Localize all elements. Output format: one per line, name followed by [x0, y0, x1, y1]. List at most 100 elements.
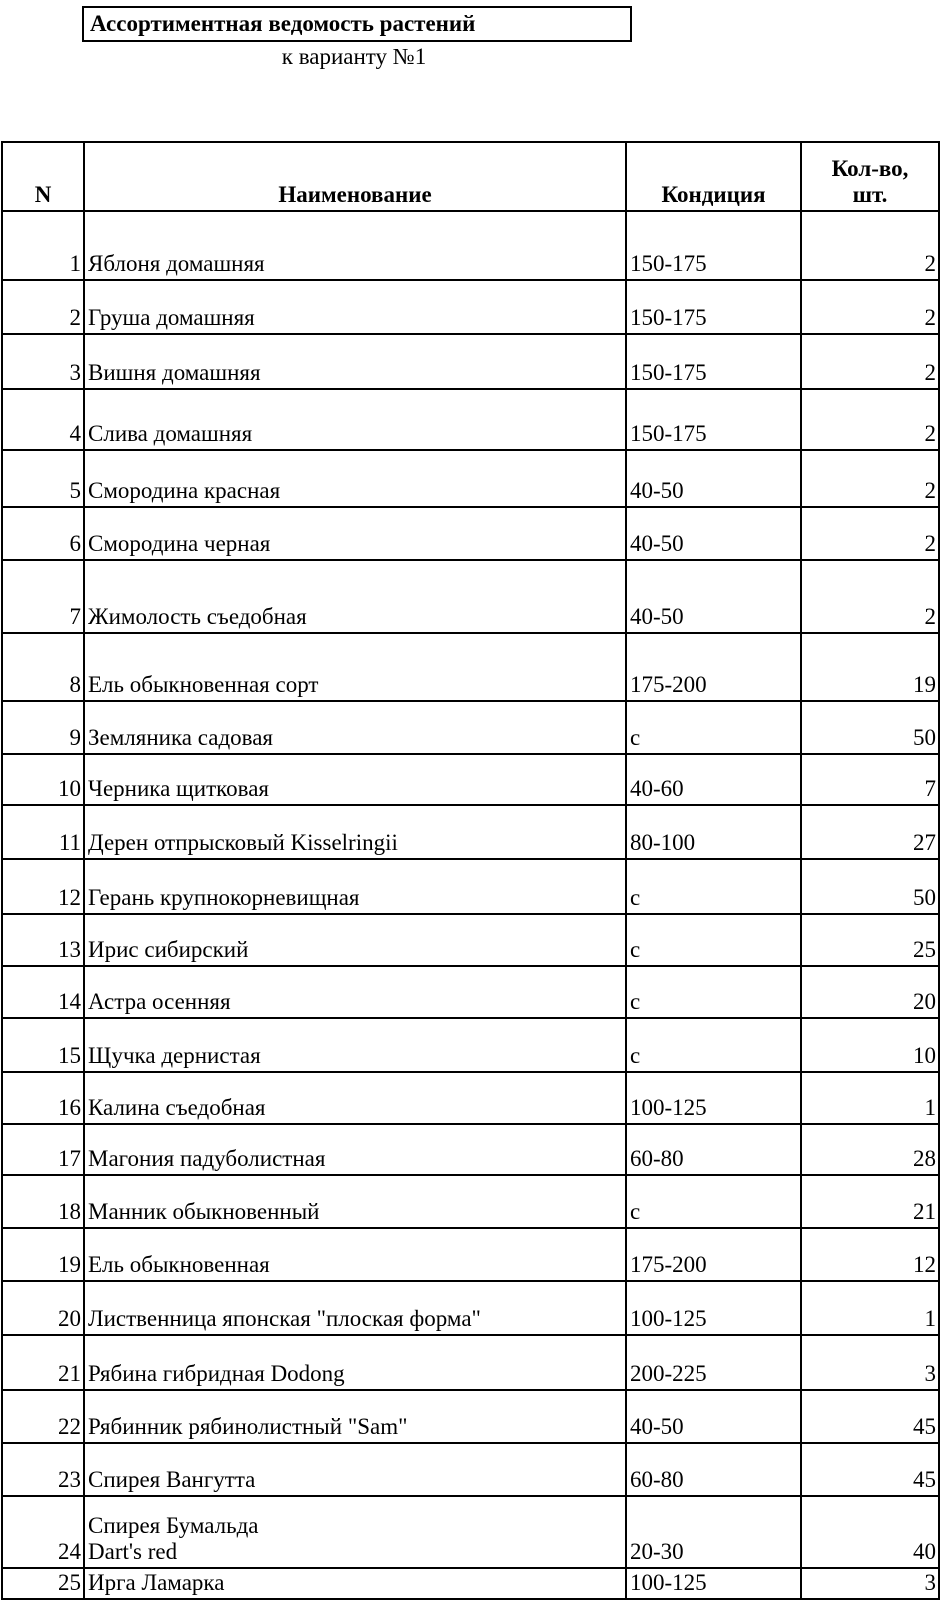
plant-assortment-table: N Наименование Кондиция Кол-во, шт. 1 Ябло… [1, 141, 940, 1600]
plant-name-text: Слива домашняя [88, 421, 253, 446]
plant-condition: 40-50 [625, 506, 802, 561]
row-number: 11 [1, 804, 85, 860]
table-row: 17 Магония падуболистная 60-80 28 [1, 1123, 940, 1176]
plant-condition: 40-50 [625, 449, 802, 508]
plant-name-text: Ель обыкновенная [88, 1252, 270, 1277]
row-number: 6 [1, 506, 85, 561]
plant-condition: 175-200 [625, 632, 802, 702]
plant-condition: с [625, 858, 802, 915]
plant-condition: 40-60 [625, 753, 802, 806]
table-row: 18 Манник обыкновенный с 21 [1, 1174, 940, 1229]
plant-quantity: 2 [800, 506, 940, 561]
row-number: 18 [1, 1174, 85, 1229]
plant-name-text: Яблоня домашняя [88, 251, 265, 276]
plant-name: Щучка дернистая [83, 1017, 627, 1073]
plant-condition: с [625, 1174, 802, 1229]
plant-condition: 100-125 [625, 1071, 802, 1125]
plant-name: Слива домашняя [83, 388, 627, 451]
plant-quantity: 2 [800, 449, 940, 508]
plant-name-text: Калина съедобная [88, 1095, 266, 1120]
plant-name: Ель обыкновенная сорт [83, 632, 627, 702]
row-number: 21 [1, 1334, 85, 1391]
plant-quantity: 2 [800, 388, 940, 451]
plant-name: Рябина гибридная Dodong [83, 1334, 627, 1391]
table-row: 1 Яблоня домашняя 150-175 2 [1, 210, 940, 281]
table-row: 2 Груша домашняя 150-175 2 [1, 279, 940, 335]
table-row: 23 Спирея Вангутта 60-80 45 [1, 1442, 940, 1497]
row-number: 5 [1, 449, 85, 508]
plant-name-text: Ель обыкновенная сорт [88, 672, 319, 697]
row-number: 8 [1, 632, 85, 702]
row-number: 12 [1, 858, 85, 915]
document-subtitle: к варианту №1 [281, 44, 427, 69]
row-number: 9 [1, 700, 85, 755]
plant-condition: с [625, 965, 802, 1019]
plant-quantity: 7 [800, 753, 940, 806]
plant-name: Калина съедобная [83, 1071, 627, 1125]
plant-name-text: Смородина красная [88, 478, 281, 503]
row-number: 10 [1, 753, 85, 806]
row-number: 7 [1, 559, 85, 634]
header-condition: Кондиция [625, 141, 802, 212]
plant-quantity: 3 [800, 1334, 940, 1391]
plant-condition: 150-175 [625, 210, 802, 281]
header-name: Наименование [83, 141, 627, 212]
plant-name: Спирея Вангутта [83, 1442, 627, 1497]
plant-name: Астра осенняя [83, 965, 627, 1019]
table-row: 11 Дерен отпрысковый Kisselringii 80-100 27 [1, 804, 940, 860]
plant-name-text: Спирея Бумальда [88, 1513, 259, 1538]
plant-condition: 150-175 [625, 279, 802, 335]
row-number: 1 [1, 210, 85, 281]
row-number: 4 [1, 388, 85, 451]
plant-name: Дерен отпрысковый Kisselringii [83, 804, 627, 860]
table-row: 16 Калина съедобная 100-125 1 [1, 1071, 940, 1125]
plant-name-text: Жимолость съедобная [88, 604, 307, 629]
header-qty-line2: шт. [852, 182, 888, 207]
plant-condition: 80-100 [625, 804, 802, 860]
plant-quantity: 25 [800, 913, 940, 967]
plant-quantity: 28 [800, 1123, 940, 1176]
row-number: 15 [1, 1017, 85, 1073]
plant-name: Жимолость съедобная [83, 559, 627, 634]
plant-name: Спирея Бумальда Dart's red [83, 1495, 627, 1569]
table-row: 6 Смородина черная 40-50 2 [1, 506, 940, 561]
plant-quantity: 3 [800, 1567, 940, 1600]
plant-name-text: Вишня домашняя [88, 360, 261, 385]
row-number: 23 [1, 1442, 85, 1497]
plant-name-text: Рябинник рябинолистный "Sam" [88, 1414, 408, 1439]
table-row: 15 Щучка дернистая с 10 [1, 1017, 940, 1073]
plant-condition: с [625, 913, 802, 967]
row-number: 25 [1, 1567, 85, 1600]
table-row: 7 Жимолость съедобная 40-50 2 [1, 559, 940, 634]
plant-name-text: Ирис сибирский [88, 937, 249, 962]
table-row: 24 Спирея Бумальда Dart's red 20-30 40 [1, 1495, 940, 1569]
plant-quantity: 40 [800, 1495, 940, 1569]
row-number: 13 [1, 913, 85, 967]
plant-condition: 150-175 [625, 333, 802, 390]
row-number: 22 [1, 1389, 85, 1444]
table-row: 20 Лиственница японская "плоская форма" 10… [1, 1280, 940, 1336]
table-row: 22 Рябинник рябинолистный "Sam" 40-50 45 [1, 1389, 940, 1444]
plant-quantity: 2 [800, 559, 940, 634]
plant-name: Смородина черная [83, 506, 627, 561]
plant-condition: 175-200 [625, 1227, 802, 1282]
plant-name-text: Спирея Вангутта [88, 1467, 256, 1492]
table-row: 4 Слива домашняя 150-175 2 [1, 388, 940, 451]
plant-name: Магония падуболистная [83, 1123, 627, 1176]
plant-name: Смородина красная [83, 449, 627, 508]
plant-condition: с [625, 1017, 802, 1073]
plant-name-text: Черника щитковая [88, 776, 269, 801]
plant-quantity: 12 [800, 1227, 940, 1282]
plant-condition: 60-80 [625, 1442, 802, 1497]
plant-name-text: Магония падуболистная [88, 1146, 326, 1171]
table-row: 5 Смородина красная 40-50 2 [1, 449, 940, 508]
plant-quantity: 1 [800, 1071, 940, 1125]
plant-name: Манник обыкновенный [83, 1174, 627, 1229]
plant-name: Земляника садовая [83, 700, 627, 755]
plant-name-text: Герань крупнокорневищная [88, 885, 360, 910]
row-number: 16 [1, 1071, 85, 1125]
plant-name: Герань крупнокорневищная [83, 858, 627, 915]
plant-condition: 100-125 [625, 1280, 802, 1336]
row-number: 24 [1, 1495, 85, 1569]
plant-name: Вишня домашняя [83, 333, 627, 390]
